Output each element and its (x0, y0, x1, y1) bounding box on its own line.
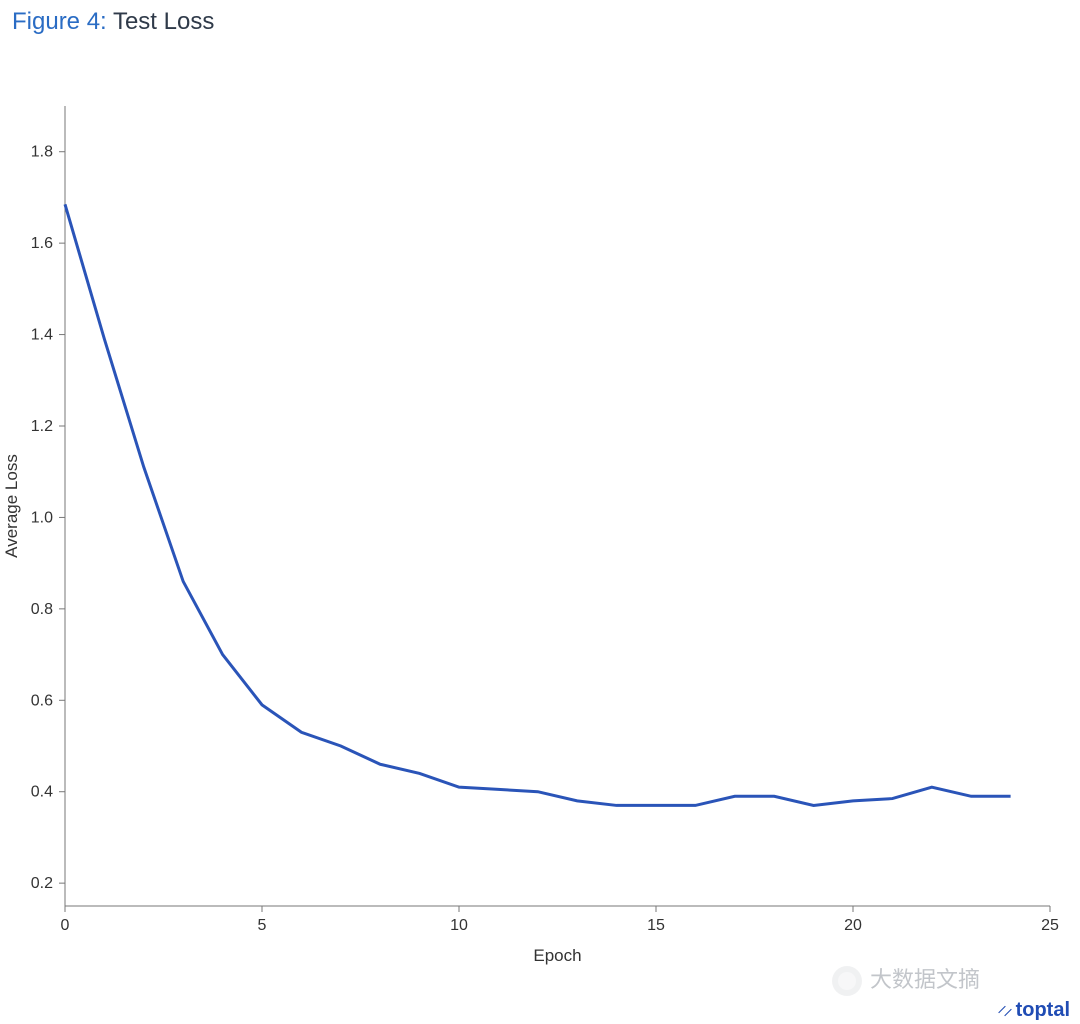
x-tick-label: 5 (258, 917, 267, 934)
x-tick-label: 15 (647, 917, 665, 934)
figure-title: Test Loss (113, 8, 214, 35)
y-tick-label: 1.4 (31, 327, 53, 344)
x-tick-label: 0 (61, 917, 70, 934)
y-tick-label: 1.2 (31, 418, 53, 435)
y-tick-label: 0.2 (31, 875, 53, 892)
x-tick-label: 20 (844, 917, 862, 934)
y-tick-label: 0.8 (31, 601, 53, 618)
line-chart: 0 5 10 15 20 25 0.2 0.4 0.6 0.8 1.0 1.2 1.4 1.6 1.8 Epo… (0, 46, 1080, 1024)
figure-label: Figure 4: (12, 8, 107, 35)
y-tick-label: 1.8 (31, 144, 53, 161)
series-test-loss (65, 204, 1011, 805)
y-tick-label: 1.0 (31, 509, 53, 526)
wechat-icon (832, 966, 862, 996)
y-tick-label: 0.6 (31, 692, 53, 709)
brand-logo: toptal (996, 999, 1070, 1022)
brand-text: toptal (1016, 999, 1070, 1022)
toptal-icon (996, 1002, 1014, 1020)
x-tick-label: 25 (1041, 917, 1059, 934)
x-tick-label: 10 (450, 917, 468, 934)
figure-header: Figure 4: Test Loss (0, 0, 1080, 40)
chart-container: 0 5 10 15 20 25 0.2 0.4 0.6 0.8 1.0 1.2 1.4 1.6 1.8 Epo… (0, 46, 1080, 1024)
watermark: 大数据文摘 (832, 962, 980, 996)
y-tick-label: 1.6 (31, 235, 53, 252)
y-tick-label: 0.4 (31, 784, 53, 801)
x-axis-title: Epoch (533, 946, 581, 965)
y-axis-title: Average Loss (2, 454, 21, 558)
watermark-text: 大数据文摘 (870, 967, 980, 992)
